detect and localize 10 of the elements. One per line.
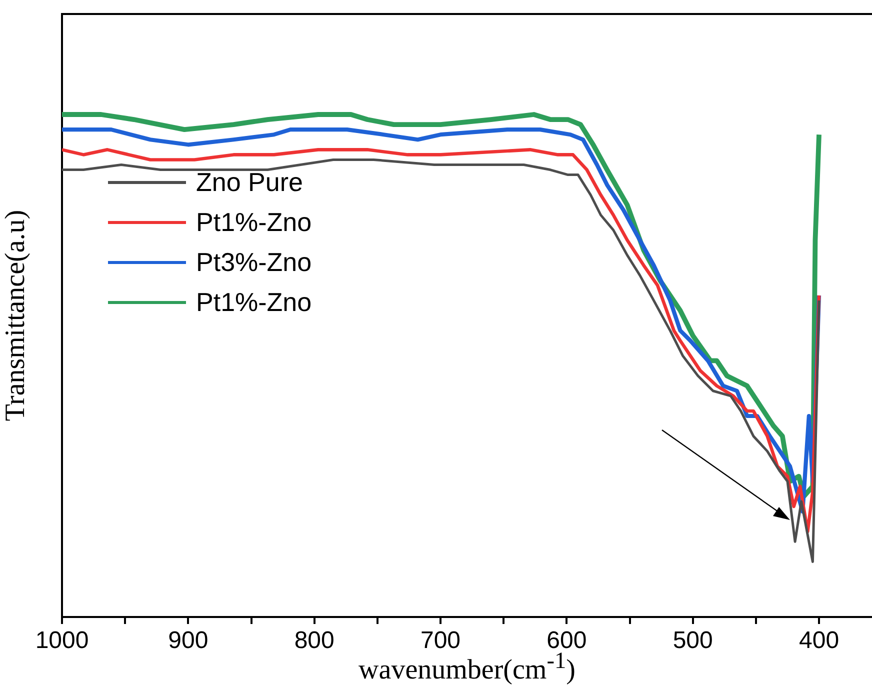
y-axis-title: Transmittance(a.u) [0,210,32,422]
x-tick-label: 800 [294,627,334,654]
legend-label: Pt3%-Zno [196,246,312,278]
legend-label: Zno Pure [196,166,303,198]
x-tick-label: 1000 [35,627,89,654]
x-tick-label: 500 [672,627,713,654]
legend-label: Pt1%-Zno [196,286,312,318]
x-tick-label: 400 [798,627,840,654]
legend-label: Pt1%-Zno [196,206,312,238]
x-tick-label: 900 [168,627,208,654]
